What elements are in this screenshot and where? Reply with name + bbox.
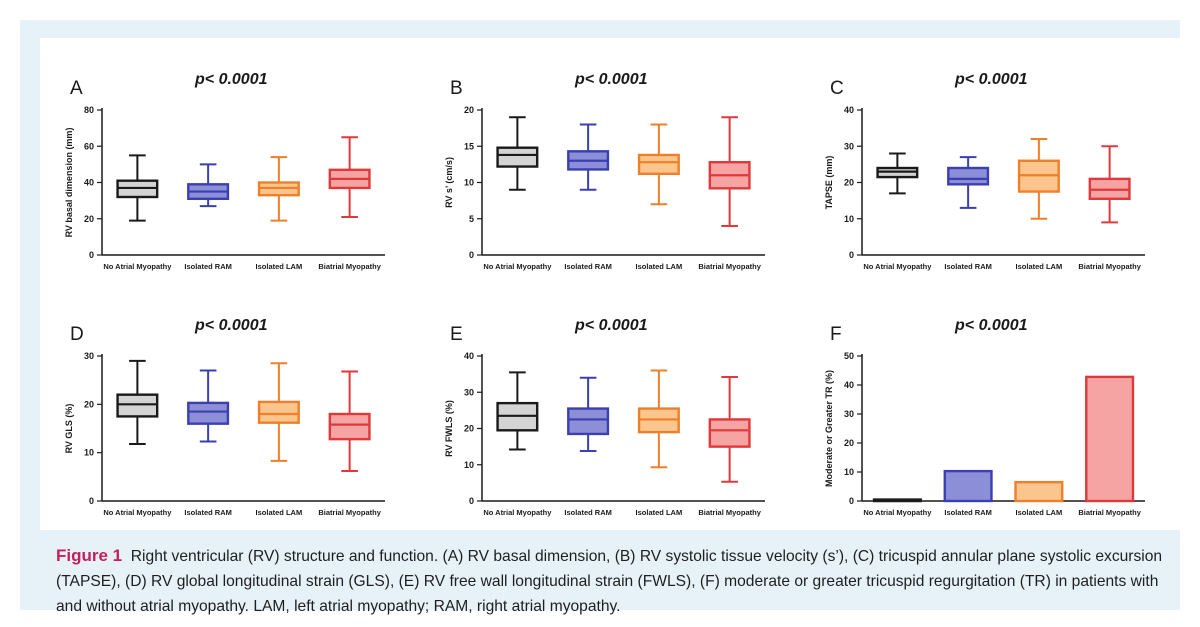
x-category-label: Isolated RAM [944, 508, 992, 517]
box-body [708, 418, 751, 448]
x-category-label: Biatrial Myopathy [698, 262, 761, 271]
x-category-label: No Atrial Myopathy [103, 262, 172, 271]
bar [872, 498, 922, 503]
x-category-label: Biatrial Myopathy [1078, 508, 1141, 517]
x-category-label: No Atrial Myopathy [483, 508, 552, 517]
y-tick-label: 60 [84, 141, 94, 151]
x-category-label: No Atrial Myopathy [483, 262, 552, 271]
y-tick-label: 5 [469, 214, 474, 224]
y-tick-label: 0 [89, 250, 94, 260]
x-category-label: No Atrial Myopathy [103, 508, 172, 517]
y-axis-title: RV basal dimension (mm) [64, 128, 74, 238]
y-tick-label: 40 [844, 105, 854, 115]
y-tick-label: 20 [464, 424, 474, 434]
bar [943, 469, 993, 503]
x-category-label: Isolated LAM [1016, 508, 1063, 517]
box-body [567, 407, 610, 436]
y-tick-label: 10 [84, 448, 94, 458]
x-category-label: Biatrial Myopathy [698, 508, 761, 517]
y-tick-label: 10 [844, 467, 854, 477]
y-axis-title: Moderate or Greater TR (%) [824, 370, 834, 487]
y-tick-label: 30 [464, 387, 474, 397]
x-category-label: No Atrial Myopathy [863, 508, 932, 517]
x-category-label: Isolated LAM [256, 508, 303, 517]
y-tick-label: 20 [84, 214, 94, 224]
x-category-label: Biatrial Myopathy [1078, 262, 1141, 271]
y-tick-label: 10 [464, 460, 474, 470]
p-value-label: p< 0.0001 [194, 71, 268, 88]
p-value-label: p< 0.0001 [574, 317, 648, 334]
x-category-label: Isolated RAM [564, 508, 612, 517]
box-body [637, 153, 680, 175]
box-body [187, 401, 230, 425]
p-value-label: p< 0.0001 [954, 71, 1028, 88]
panel-letter: D [70, 324, 84, 345]
box-body [947, 166, 990, 186]
y-tick-label: 0 [89, 496, 94, 506]
x-category-label: Isolated RAM [944, 262, 992, 271]
y-tick-label: 0 [849, 496, 854, 506]
x-category-label: Isolated LAM [636, 508, 683, 517]
p-value-label: p< 0.0001 [194, 317, 268, 334]
y-tick-label: 0 [849, 250, 854, 260]
x-category-label: Isolated LAM [256, 262, 303, 271]
y-tick-label: 30 [844, 409, 854, 419]
caption-text: Right ventricular (RV) structure and fun… [56, 548, 1163, 615]
y-tick-label: 30 [84, 351, 94, 361]
panel-letter: C [830, 78, 844, 99]
x-category-label: Isolated LAM [1016, 262, 1063, 271]
y-tick-label: 40 [844, 380, 854, 390]
x-category-label: Biatrial Myopathy [318, 262, 381, 271]
y-tick-label: 0 [469, 250, 474, 260]
y-tick-label: 20 [464, 105, 474, 115]
y-tick-label: 0 [469, 496, 474, 506]
y-axis-title: RV FWLS (%) [444, 400, 454, 457]
p-value-label: p< 0.0001 [574, 71, 648, 88]
y-tick-label: 40 [84, 178, 94, 188]
panel-letter: F [830, 324, 842, 345]
x-category-label: No Atrial Myopathy [863, 262, 932, 271]
y-tick-label: 10 [844, 214, 854, 224]
y-tick-label: 20 [844, 438, 854, 448]
box-body [116, 393, 159, 418]
box-body [328, 412, 371, 441]
x-category-label: Isolated RAM [184, 508, 232, 517]
box-body [257, 400, 300, 424]
x-category-label: Isolated LAM [636, 262, 683, 271]
y-tick-label: 40 [464, 351, 474, 361]
x-category-label: Isolated RAM [564, 262, 612, 271]
y-tick-label: 30 [844, 141, 854, 151]
y-tick-label: 50 [844, 351, 854, 361]
figure-caption: Figure 1 Right ventricular (RV) structur… [56, 543, 1176, 619]
y-tick-label: 20 [84, 399, 94, 409]
y-tick-label: 80 [84, 105, 94, 115]
y-tick-label: 20 [844, 178, 854, 188]
p-value-label: p< 0.0001 [954, 317, 1028, 334]
panel-letter: E [450, 324, 463, 345]
box-body [496, 146, 539, 168]
x-category-label: Isolated RAM [184, 262, 232, 271]
panel-letter: B [450, 78, 463, 99]
y-tick-label: 15 [464, 141, 474, 151]
panel-letter: A [70, 78, 83, 99]
y-axis-title: RV s’ (cm/s) [444, 157, 454, 208]
y-axis-title: RV GLS (%) [64, 404, 74, 454]
y-axis-title: TAPSE (mm) [824, 156, 834, 210]
x-category-label: Biatrial Myopathy [318, 508, 381, 517]
bar [1014, 480, 1064, 503]
y-tick-label: 10 [464, 178, 474, 188]
bar [1085, 375, 1135, 503]
figure-label: Figure 1 [56, 546, 123, 565]
